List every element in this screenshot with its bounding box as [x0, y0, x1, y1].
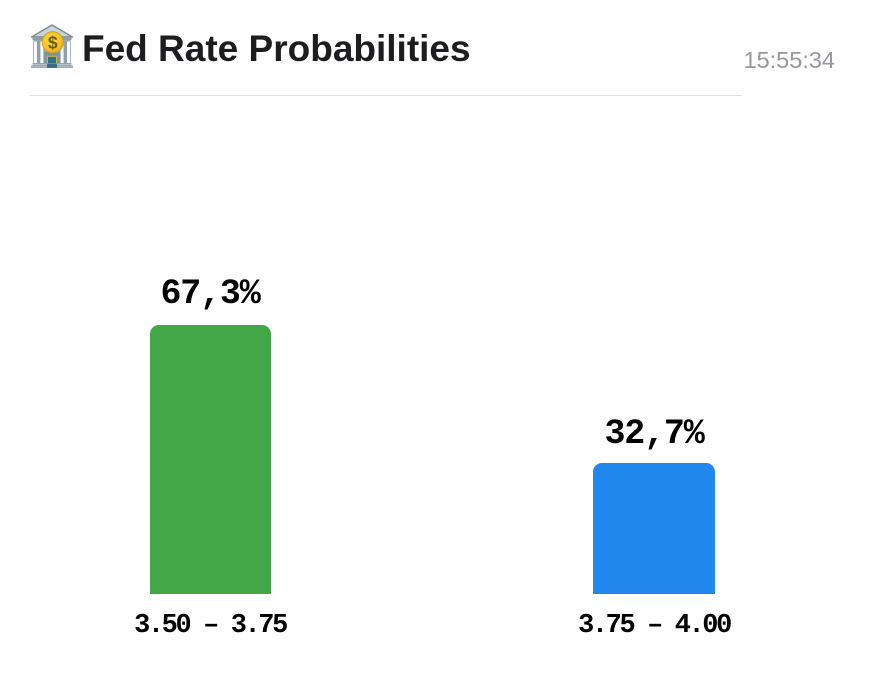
svg-text:$: $ [48, 33, 58, 53]
